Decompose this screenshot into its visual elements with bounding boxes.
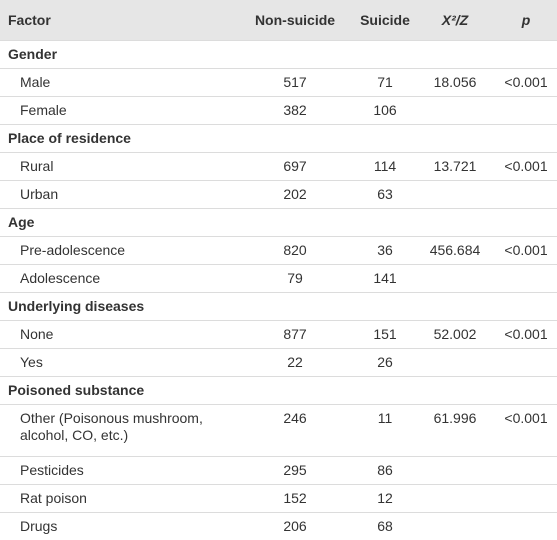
cell: 202 — [235, 181, 355, 209]
row-label: Female — [0, 97, 235, 125]
cell: 820 — [235, 237, 355, 265]
cell: 22 — [235, 349, 355, 377]
cell: 61.996 — [415, 405, 495, 457]
row-label: None — [0, 321, 235, 349]
cell: 141 — [355, 265, 415, 293]
empty-cell — [495, 349, 557, 377]
row-label: Pre-adolescence — [0, 237, 235, 265]
row-label: Urban — [0, 181, 235, 209]
cell: <0.001 — [495, 153, 557, 181]
row-label: Drugs — [0, 513, 235, 540]
row-label: Pesticides — [0, 457, 235, 485]
cell: 68 — [355, 513, 415, 540]
cell: 246 — [235, 405, 355, 457]
cell: 151 — [355, 321, 415, 349]
cell: 86 — [355, 457, 415, 485]
group-title: Gender — [0, 41, 557, 69]
group-title: Poisoned substance — [0, 377, 557, 405]
header-cell: Suicide — [355, 0, 415, 41]
row-label: Yes — [0, 349, 235, 377]
cell: 106 — [355, 97, 415, 125]
empty-cell — [495, 485, 557, 513]
table-header: Factor Non-suicide Suicide X²/Z p — [0, 0, 557, 41]
empty-cell — [415, 349, 495, 377]
row-label: Other (Poisonous mushroom, alcohol, CO, … — [0, 405, 235, 457]
cell: 63 — [355, 181, 415, 209]
empty-cell — [495, 457, 557, 485]
cell: 152 — [235, 485, 355, 513]
cell: 382 — [235, 97, 355, 125]
header-cell: p — [495, 0, 557, 41]
row-label: Adolescence — [0, 265, 235, 293]
cell: 26 — [355, 349, 415, 377]
row-label: Rat poison — [0, 485, 235, 513]
group-row: Underlying diseases — [0, 293, 557, 321]
cell: 13.721 — [415, 153, 495, 181]
empty-cell — [415, 485, 495, 513]
header-cell: Factor — [0, 0, 235, 41]
group-title: Age — [0, 209, 557, 237]
group-title: Underlying diseases — [0, 293, 557, 321]
row-label: Rural — [0, 153, 235, 181]
cell: 36 — [355, 237, 415, 265]
cell: 456.684 — [415, 237, 495, 265]
cell: <0.001 — [495, 405, 557, 457]
group-row: Age — [0, 209, 557, 237]
cell: 79 — [235, 265, 355, 293]
group-row: Place of residence — [0, 125, 557, 153]
cell: 697 — [235, 153, 355, 181]
cell: <0.001 — [495, 237, 557, 265]
cell: 71 — [355, 69, 415, 97]
cell: 517 — [235, 69, 355, 97]
header-cell: X²/Z — [415, 0, 495, 41]
cell: 52.002 — [415, 321, 495, 349]
data-row: Other (Poisonous mushroom, alcohol, CO, … — [0, 405, 557, 457]
empty-cell — [415, 265, 495, 293]
header-row: Factor Non-suicide Suicide X²/Z p — [0, 0, 557, 41]
cell: 114 — [355, 153, 415, 181]
cell: 11 — [355, 405, 415, 457]
empty-cell — [415, 457, 495, 485]
cell: 18.056 — [415, 69, 495, 97]
cell: 12 — [355, 485, 415, 513]
group-row: Poisoned substance — [0, 377, 557, 405]
cell: <0.001 — [495, 69, 557, 97]
cell: 295 — [235, 457, 355, 485]
cell: 206 — [235, 513, 355, 540]
empty-cell — [415, 181, 495, 209]
row-label: Male — [0, 69, 235, 97]
empty-cell — [415, 513, 495, 540]
empty-cell — [495, 97, 557, 125]
header-cell: Non-suicide — [235, 0, 355, 41]
empty-cell — [495, 181, 557, 209]
empty-cell — [495, 265, 557, 293]
empty-cell — [415, 97, 495, 125]
cell: 877 — [235, 321, 355, 349]
cell: <0.001 — [495, 321, 557, 349]
empty-cell — [495, 513, 557, 540]
group-title: Place of residence — [0, 125, 557, 153]
page: Factor Non-suicide Suicide X²/Z p Gender… — [0, 0, 557, 521]
group-row: Gender — [0, 41, 557, 69]
